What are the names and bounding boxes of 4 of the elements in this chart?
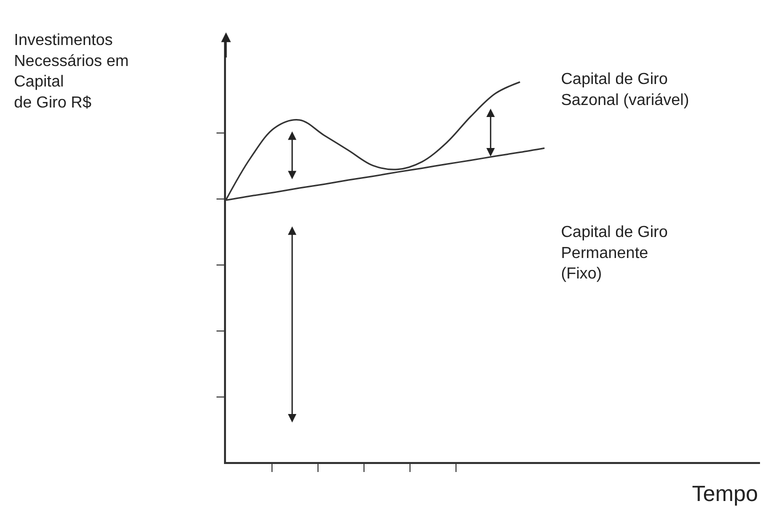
text: Capital de Giro Sazonal (variável) — [561, 71, 690, 109]
text: Investimentos Necessários em Capital de Giro R$ — [14, 32, 129, 112]
text: Tempo — [692, 481, 758, 506]
text: Capital de Giro Permanente (Fixo) — [561, 224, 668, 283]
